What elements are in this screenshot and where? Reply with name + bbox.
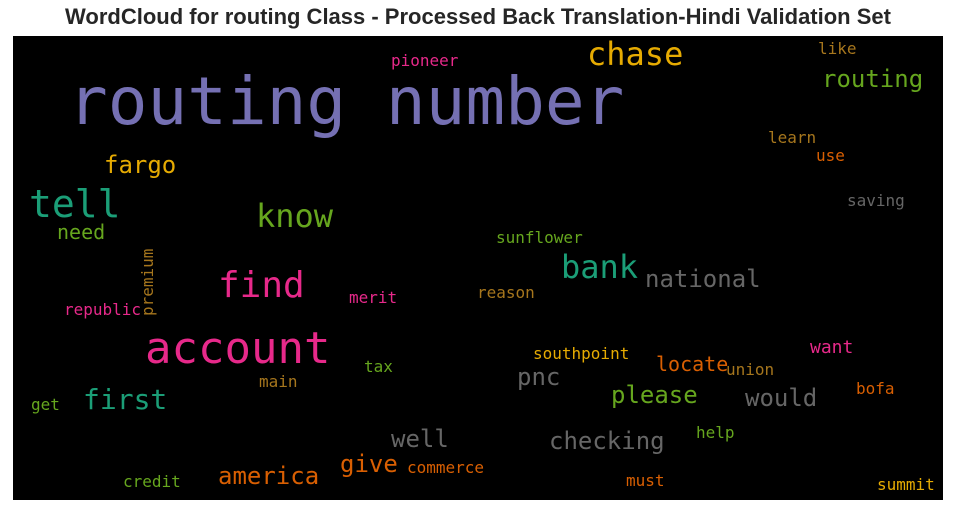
word-use: use	[816, 146, 845, 165]
word-union: union	[726, 360, 775, 379]
word-commerce: commerce	[407, 458, 485, 477]
word-chase: chase	[587, 36, 684, 73]
word-premium: premium	[138, 248, 157, 316]
wordcloud-canvas: routing number account chase tell know find ba…	[13, 36, 943, 500]
chart-title: WordCloud for routing Class - Processed …	[65, 4, 891, 29]
word-routing-number: routing number	[68, 63, 625, 140]
word-want: want	[810, 337, 854, 358]
word-fargo: fargo	[104, 151, 177, 179]
word-summit: summit	[877, 475, 935, 494]
word-please: please	[611, 381, 698, 409]
word-bank: bank	[561, 248, 639, 286]
word-tell: tell	[29, 182, 121, 226]
word-know: know	[256, 197, 334, 235]
word-get: get	[31, 395, 60, 414]
word-like: like	[818, 39, 857, 58]
word-bofa: bofa	[856, 379, 895, 398]
word-pioneer: pioneer	[391, 51, 459, 70]
word-credit: credit	[123, 472, 181, 491]
word-help: help	[696, 423, 735, 442]
word-need: need	[57, 220, 106, 244]
word-locate: locate	[656, 352, 729, 376]
word-main: main	[259, 372, 298, 391]
word-sunflower: sunflower	[496, 228, 583, 247]
word-well: well	[391, 425, 449, 453]
word-america: america	[218, 462, 320, 490]
word-account: account	[145, 323, 331, 374]
word-pnc: pnc	[517, 363, 561, 391]
word-saving: saving	[847, 191, 905, 210]
word-tax: tax	[364, 357, 393, 376]
word-southpoint: southpoint	[533, 344, 630, 363]
word-would: would	[745, 384, 818, 412]
word-learn: learn	[768, 128, 817, 147]
word-merit: merit	[349, 288, 398, 307]
word-routing: routing	[822, 65, 924, 93]
word-checking: checking	[549, 427, 665, 455]
word-must: must	[626, 471, 665, 490]
word-republic: republic	[64, 300, 142, 319]
word-give: give	[340, 450, 398, 478]
word-reason: reason	[477, 283, 535, 302]
word-national: national	[645, 265, 761, 293]
word-first: first	[83, 383, 168, 416]
word-find: find	[218, 265, 305, 306]
